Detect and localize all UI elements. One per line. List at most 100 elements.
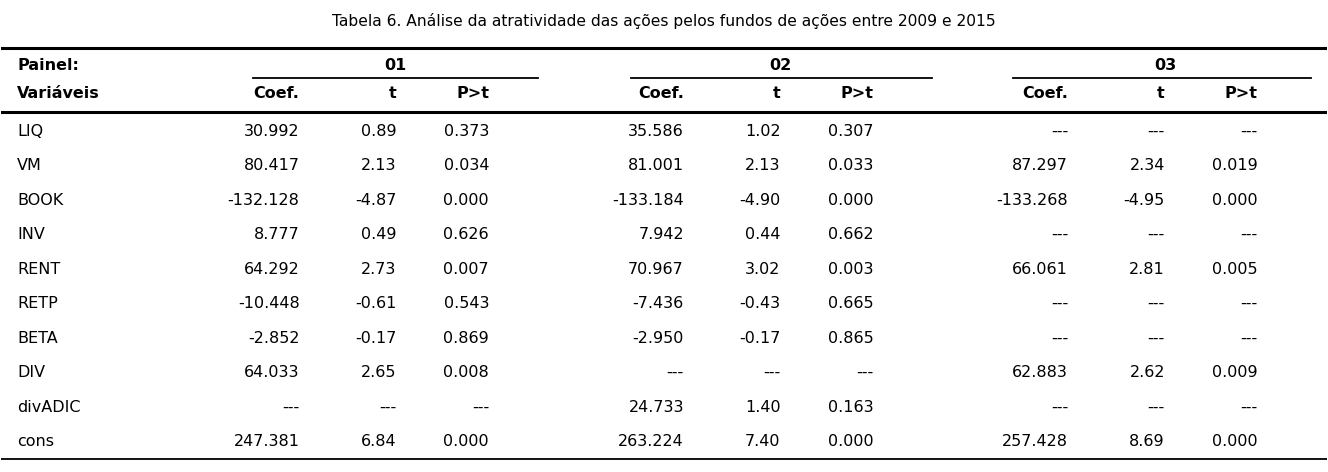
Text: -0.43: -0.43 <box>740 296 781 311</box>
Text: 0.307: 0.307 <box>827 124 874 139</box>
Text: ---: --- <box>1050 331 1068 346</box>
Text: LIQ: LIQ <box>17 124 44 139</box>
Text: Variáveis: Variáveis <box>17 86 100 101</box>
Text: 8.69: 8.69 <box>1129 434 1165 449</box>
Text: Tabela 6. Análise da atratividade das ações pelos fundos de ações entre 2009 e 2: Tabela 6. Análise da atratividade das aç… <box>332 13 996 29</box>
Text: ---: --- <box>1147 296 1165 311</box>
Text: ---: --- <box>1240 124 1258 139</box>
Text: divADIC: divADIC <box>17 400 81 414</box>
Text: 0.003: 0.003 <box>827 261 874 277</box>
Text: BETA: BETA <box>17 331 58 346</box>
Text: 2.81: 2.81 <box>1129 261 1165 277</box>
Text: 81.001: 81.001 <box>628 158 684 173</box>
Text: 03: 03 <box>1154 58 1177 73</box>
Text: ---: --- <box>1240 296 1258 311</box>
Text: ---: --- <box>1240 400 1258 414</box>
Text: 2.13: 2.13 <box>361 158 396 173</box>
Text: 0.89: 0.89 <box>361 124 396 139</box>
Text: 0.626: 0.626 <box>444 227 489 242</box>
Text: 0.000: 0.000 <box>827 434 874 449</box>
Text: ---: --- <box>471 400 489 414</box>
Text: 263.224: 263.224 <box>618 434 684 449</box>
Text: 80.417: 80.417 <box>243 158 300 173</box>
Text: ---: --- <box>1147 400 1165 414</box>
Text: ---: --- <box>1240 227 1258 242</box>
Text: 0.000: 0.000 <box>444 434 489 449</box>
Text: 0.373: 0.373 <box>444 124 489 139</box>
Text: -4.87: -4.87 <box>355 193 396 208</box>
Text: t: t <box>389 86 396 101</box>
Text: P>t: P>t <box>841 86 874 101</box>
Text: ---: --- <box>1147 124 1165 139</box>
Text: 0.000: 0.000 <box>444 193 489 208</box>
Text: t: t <box>1157 86 1165 101</box>
Text: 30.992: 30.992 <box>244 124 300 139</box>
Text: -132.128: -132.128 <box>227 193 300 208</box>
Text: 64.292: 64.292 <box>244 261 300 277</box>
Text: 0.543: 0.543 <box>444 296 489 311</box>
Text: -7.436: -7.436 <box>632 296 684 311</box>
Text: 02: 02 <box>769 58 791 73</box>
Text: RETP: RETP <box>17 296 58 311</box>
Text: 66.061: 66.061 <box>1012 261 1068 277</box>
Text: cons: cons <box>17 434 54 449</box>
Text: ---: --- <box>1240 331 1258 346</box>
Text: 0.163: 0.163 <box>827 400 874 414</box>
Text: 64.033: 64.033 <box>244 365 300 380</box>
Text: 0.005: 0.005 <box>1212 261 1258 277</box>
Text: 01: 01 <box>384 58 406 73</box>
Text: 0.665: 0.665 <box>827 296 874 311</box>
Text: Painel:: Painel: <box>17 58 80 73</box>
Text: -0.17: -0.17 <box>740 331 781 346</box>
Text: BOOK: BOOK <box>17 193 64 208</box>
Text: ---: --- <box>764 365 781 380</box>
Text: 257.428: 257.428 <box>1003 434 1068 449</box>
Text: 2.34: 2.34 <box>1130 158 1165 173</box>
Text: Coef.: Coef. <box>254 86 300 101</box>
Text: Coef.: Coef. <box>637 86 684 101</box>
Text: 2.73: 2.73 <box>361 261 396 277</box>
Text: 0.009: 0.009 <box>1212 365 1258 380</box>
Text: ---: --- <box>667 365 684 380</box>
Text: ---: --- <box>1147 227 1165 242</box>
Text: -133.268: -133.268 <box>996 193 1068 208</box>
Text: P>t: P>t <box>456 86 489 101</box>
Text: ---: --- <box>1050 227 1068 242</box>
Text: 24.733: 24.733 <box>628 400 684 414</box>
Text: 1.02: 1.02 <box>745 124 781 139</box>
Text: RENT: RENT <box>17 261 61 277</box>
Text: -4.95: -4.95 <box>1123 193 1165 208</box>
Text: ---: --- <box>1050 124 1068 139</box>
Text: 0.034: 0.034 <box>444 158 489 173</box>
Text: 35.586: 35.586 <box>628 124 684 139</box>
Text: 1.40: 1.40 <box>745 400 781 414</box>
Text: 2.62: 2.62 <box>1129 365 1165 380</box>
Text: 247.381: 247.381 <box>234 434 300 449</box>
Text: ---: --- <box>378 400 396 414</box>
Text: 3.02: 3.02 <box>745 261 781 277</box>
Text: Coef.: Coef. <box>1023 86 1068 101</box>
Text: 0.033: 0.033 <box>829 158 874 173</box>
Text: 70.967: 70.967 <box>628 261 684 277</box>
Text: DIV: DIV <box>17 365 45 380</box>
Text: -2.950: -2.950 <box>632 331 684 346</box>
Text: 0.000: 0.000 <box>827 193 874 208</box>
Text: 0.019: 0.019 <box>1212 158 1258 173</box>
Text: 0.008: 0.008 <box>444 365 489 380</box>
Text: 0.49: 0.49 <box>361 227 396 242</box>
Text: ---: --- <box>283 400 300 414</box>
Text: 0.007: 0.007 <box>444 261 489 277</box>
Text: 7.942: 7.942 <box>639 227 684 242</box>
Text: 0.869: 0.869 <box>444 331 489 346</box>
Text: 0.000: 0.000 <box>1212 193 1258 208</box>
Text: P>t: P>t <box>1224 86 1258 101</box>
Text: ---: --- <box>1050 296 1068 311</box>
Text: 0.662: 0.662 <box>827 227 874 242</box>
Text: 0.865: 0.865 <box>827 331 874 346</box>
Text: 62.883: 62.883 <box>1012 365 1068 380</box>
Text: 2.13: 2.13 <box>745 158 781 173</box>
Text: -2.852: -2.852 <box>248 331 300 346</box>
Text: -0.17: -0.17 <box>355 331 396 346</box>
Text: t: t <box>773 86 781 101</box>
Text: 8.777: 8.777 <box>254 227 300 242</box>
